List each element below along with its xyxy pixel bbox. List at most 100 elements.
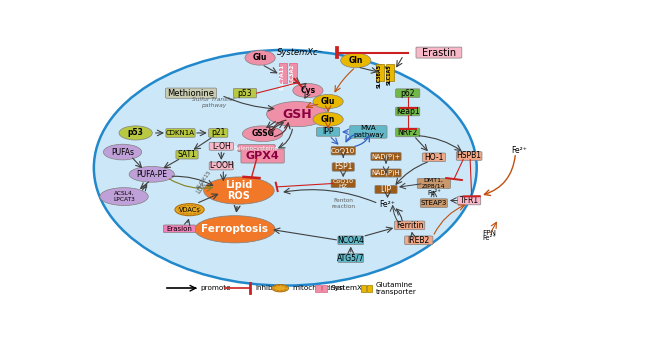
Text: DMT1,
ZIP8/14: DMT1, ZIP8/14 — [422, 178, 446, 189]
Text: ALOX15: ALOX15 — [196, 169, 213, 190]
Text: Methionine: Methionine — [168, 89, 215, 98]
Text: VDACs: VDACs — [179, 207, 200, 212]
Text: GSH: GSH — [282, 107, 311, 121]
Text: Fe²⁺: Fe²⁺ — [482, 235, 496, 241]
Text: NAD(P)+: NAD(P)+ — [371, 153, 400, 160]
FancyBboxPatch shape — [376, 64, 384, 81]
Text: Cys: Cys — [300, 86, 315, 95]
Text: promote: promote — [201, 285, 231, 291]
Ellipse shape — [245, 50, 275, 65]
Text: Gln: Gln — [321, 115, 335, 124]
Ellipse shape — [292, 84, 323, 98]
Text: SLC3A2: SLC3A2 — [290, 64, 295, 86]
Text: SAT1: SAT1 — [177, 150, 196, 159]
Text: ACSL4,
LPCAT3: ACSL4, LPCAT3 — [113, 191, 135, 202]
FancyBboxPatch shape — [385, 64, 393, 81]
Text: GPX4: GPX4 — [246, 151, 280, 161]
FancyBboxPatch shape — [367, 285, 372, 292]
Text: LOX: LOX — [195, 181, 207, 194]
Text: Fe²⁺: Fe²⁺ — [427, 190, 441, 196]
FancyBboxPatch shape — [176, 150, 198, 159]
Text: MVA
pathway: MVA pathway — [353, 125, 384, 138]
FancyBboxPatch shape — [338, 254, 363, 262]
Text: Keap1: Keap1 — [396, 107, 419, 116]
FancyBboxPatch shape — [315, 285, 320, 292]
Text: mitochondrion: mitochondrion — [292, 285, 344, 291]
FancyBboxPatch shape — [209, 142, 233, 150]
Text: p21: p21 — [211, 129, 226, 137]
Text: p53: p53 — [127, 129, 144, 137]
FancyBboxPatch shape — [458, 196, 481, 205]
Ellipse shape — [119, 126, 152, 140]
Text: CDKN1A: CDKN1A — [166, 130, 195, 136]
Text: IREB2: IREB2 — [408, 236, 430, 245]
Ellipse shape — [341, 53, 371, 68]
Text: IPP: IPP — [322, 128, 334, 136]
FancyBboxPatch shape — [417, 178, 450, 188]
Text: Glu: Glu — [321, 97, 335, 106]
Text: Sulfur Transfer
pathway: Sulfur Transfer pathway — [192, 97, 235, 108]
FancyBboxPatch shape — [163, 225, 196, 233]
Ellipse shape — [100, 188, 148, 205]
FancyBboxPatch shape — [405, 236, 433, 244]
Text: Selenocysteine: Selenocysteine — [234, 146, 279, 151]
Text: Fe²⁺: Fe²⁺ — [512, 146, 527, 155]
Text: L-OOH: L-OOH — [209, 162, 233, 170]
Text: SystemXc⁻: SystemXc⁻ — [331, 285, 370, 291]
FancyBboxPatch shape — [332, 163, 354, 171]
Text: p62: p62 — [400, 89, 415, 98]
Ellipse shape — [266, 102, 327, 127]
Text: SLC1A5: SLC1A5 — [387, 64, 391, 85]
FancyBboxPatch shape — [331, 179, 356, 188]
FancyBboxPatch shape — [456, 152, 482, 160]
FancyBboxPatch shape — [289, 63, 297, 83]
Text: p53: p53 — [238, 89, 252, 98]
Text: NAD(P)H: NAD(P)H — [372, 170, 400, 176]
Text: inhibit: inhibit — [255, 285, 278, 291]
Text: SystemXc⁻: SystemXc⁻ — [278, 48, 324, 57]
FancyBboxPatch shape — [422, 153, 445, 162]
FancyBboxPatch shape — [166, 88, 216, 98]
Text: STEAP3: STEAP3 — [421, 200, 447, 206]
Ellipse shape — [313, 95, 343, 108]
Text: Ferroptosis: Ferroptosis — [202, 224, 268, 234]
FancyBboxPatch shape — [396, 89, 420, 98]
FancyBboxPatch shape — [350, 125, 387, 138]
Text: SLC38A5: SLC38A5 — [377, 64, 382, 88]
Text: Fe²⁺: Fe²⁺ — [380, 200, 395, 209]
FancyBboxPatch shape — [396, 107, 420, 116]
Text: L-OH: L-OH — [212, 142, 231, 151]
FancyBboxPatch shape — [361, 285, 366, 292]
Text: FPN: FPN — [482, 230, 497, 236]
Ellipse shape — [313, 112, 343, 126]
FancyBboxPatch shape — [416, 47, 462, 58]
FancyBboxPatch shape — [421, 199, 447, 207]
Text: NCOA4: NCOA4 — [337, 236, 364, 245]
FancyBboxPatch shape — [395, 221, 425, 230]
FancyBboxPatch shape — [241, 149, 284, 163]
Text: LIP: LIP — [380, 185, 391, 194]
FancyBboxPatch shape — [238, 144, 275, 152]
Text: CoQ10: CoQ10 — [331, 148, 356, 154]
Text: CoQ10
HZ: CoQ10 HZ — [333, 178, 354, 189]
Text: Lipid
ROS: Lipid ROS — [226, 180, 253, 201]
Text: Erastin: Erastin — [422, 48, 456, 57]
FancyBboxPatch shape — [209, 162, 233, 170]
Ellipse shape — [203, 177, 274, 204]
Ellipse shape — [242, 126, 283, 141]
Text: GSSG: GSSG — [251, 129, 274, 138]
Ellipse shape — [94, 50, 476, 286]
FancyBboxPatch shape — [371, 169, 401, 177]
Ellipse shape — [272, 285, 289, 292]
Text: Ferritin: Ferritin — [396, 221, 423, 230]
Ellipse shape — [194, 216, 275, 243]
Text: Glutamine
transporter: Glutamine transporter — [376, 282, 417, 295]
Ellipse shape — [103, 144, 142, 160]
FancyBboxPatch shape — [338, 236, 363, 244]
FancyBboxPatch shape — [396, 128, 420, 137]
Text: TFR1: TFR1 — [460, 196, 478, 205]
FancyBboxPatch shape — [233, 88, 257, 98]
FancyBboxPatch shape — [166, 129, 195, 137]
FancyBboxPatch shape — [279, 63, 287, 83]
FancyBboxPatch shape — [322, 285, 326, 292]
